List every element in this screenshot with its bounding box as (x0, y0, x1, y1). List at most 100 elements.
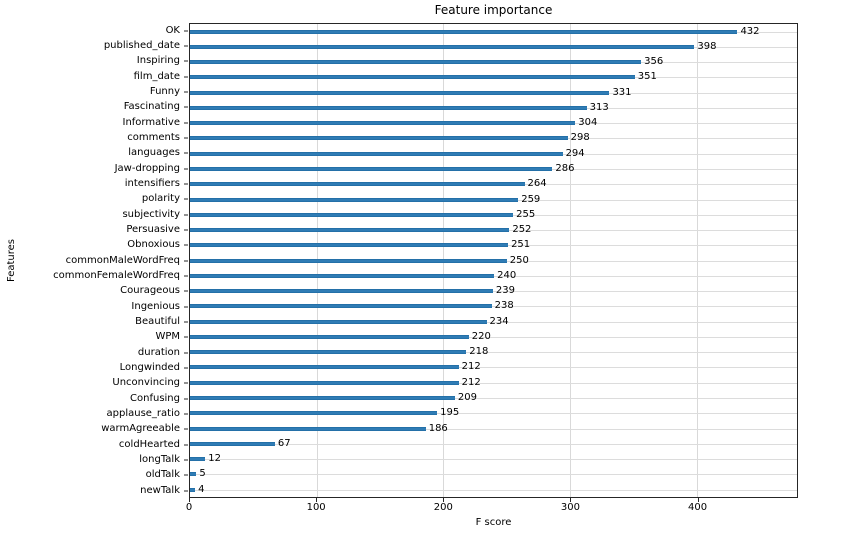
y-tick-mark (184, 244, 188, 246)
bar (190, 121, 576, 126)
y-tick-label: warmAgreeable (101, 423, 180, 435)
bar (190, 167, 553, 172)
bar-value-label: 251 (511, 239, 531, 251)
bar (190, 90, 610, 95)
y-label-row: Ingenious (0, 299, 189, 314)
bar (190, 151, 563, 156)
bar-row: 356 (190, 55, 797, 70)
bar-row: 398 (190, 39, 797, 54)
y-tick-mark (184, 198, 188, 200)
bar-value-label: 4 (198, 483, 205, 495)
y-tick-mark (184, 76, 188, 78)
y-tick-mark (184, 367, 188, 369)
y-tick-label: Ingenious (131, 300, 180, 312)
horizontal-gridline (190, 459, 797, 461)
bar-value-label: 351 (637, 71, 657, 83)
y-tick-mark (184, 490, 188, 491)
y-tick-label: newTalk (140, 484, 180, 496)
y-label-row: commonFemaleWordFreq (0, 268, 189, 283)
bar-row: 252 (190, 222, 797, 237)
y-tick-label: Fascinating (123, 101, 180, 113)
bar (190, 350, 467, 355)
bar-value-label: 12 (208, 453, 221, 465)
bar (190, 457, 206, 462)
chart-title: Feature importance (434, 3, 553, 17)
y-tick-mark (184, 91, 188, 93)
y-tick-mark (184, 137, 188, 139)
bar-value-label: 234 (489, 315, 509, 327)
bar-row: 264 (190, 177, 797, 192)
y-tick-mark (184, 382, 188, 384)
y-label-row: Longwinded (0, 360, 189, 375)
y-label-row: film_date (0, 69, 189, 84)
y-label-row: Informative (0, 115, 189, 130)
y-tick-label: polarity (141, 193, 180, 205)
bar (190, 182, 525, 187)
horizontal-gridline (190, 428, 797, 430)
x-tick-label: 0 (185, 502, 193, 513)
bar-row: 251 (190, 238, 797, 253)
y-tick-mark (184, 214, 188, 216)
bar-value-label: 298 (570, 132, 590, 144)
y-tick-mark (184, 352, 188, 354)
y-tick-mark (184, 122, 188, 124)
y-tick-label: commonMaleWordFreq (65, 254, 180, 266)
bar-row: 432 (190, 24, 797, 39)
y-tick-mark (184, 45, 188, 47)
bar (190, 75, 635, 80)
y-tick-label: Obnoxious (127, 239, 180, 251)
y-tick-label: Confusing (130, 392, 180, 404)
bar-value-label: 250 (509, 254, 529, 266)
y-tick-label: languages (128, 147, 180, 159)
bar-row: 212 (190, 375, 797, 390)
bar (190, 228, 510, 233)
x-tick-mark (189, 498, 190, 502)
y-tick-mark (184, 30, 188, 32)
y-tick-mark (184, 152, 188, 154)
bar-row: 209 (190, 390, 797, 405)
y-label-row: WPM (0, 330, 189, 345)
y-tick-mark (184, 260, 188, 262)
y-tick-mark (184, 321, 188, 323)
y-label-row: coldHearted (0, 437, 189, 452)
horizontal-gridline (190, 474, 797, 476)
y-tick-mark (184, 183, 188, 185)
y-label-row: Confusing (0, 391, 189, 406)
y-label-row: Inspiring (0, 54, 189, 69)
horizontal-gridline (190, 398, 797, 399)
x-tick-mark (697, 498, 699, 502)
bar-value-label: 264 (527, 178, 547, 190)
bar-value-label: 220 (471, 330, 491, 342)
bar-value-label: 294 (565, 147, 585, 159)
bar-value-label: 313 (589, 101, 609, 113)
y-tick-label: film_date (133, 70, 180, 82)
bar-row: 4 (190, 482, 797, 497)
y-tick-label: Persuasive (126, 223, 180, 235)
y-tick-label: comments (127, 131, 180, 143)
horizontal-gridline (190, 367, 797, 369)
x-axis-ticks: 0 100 200 300 400 (185, 498, 798, 520)
y-tick-label: subjectivity (122, 208, 180, 220)
y-tick-mark (184, 229, 188, 231)
bar-row: 195 (190, 406, 797, 421)
bar-value-label: 67 (277, 437, 291, 449)
x-tick-label: 200 (433, 502, 453, 513)
y-tick-label: published_date (103, 39, 180, 51)
bar-row: 286 (190, 161, 797, 176)
bar (190, 472, 197, 477)
bar-row: 186 (190, 421, 797, 436)
bar-row: 259 (190, 192, 797, 207)
y-label-row: Persuasive (0, 222, 189, 237)
bar-value-label: 286 (555, 163, 575, 175)
bar-row: 12 (190, 451, 797, 466)
y-label-row: Beautiful (0, 314, 189, 329)
vertical-gridline (696, 24, 698, 497)
horizontal-gridline (190, 321, 797, 323)
y-label-row: Courageous (0, 284, 189, 299)
bars-container: 432 398 356 351 331 313 304 298 294 286 264 259 255 2… (190, 24, 797, 497)
bar-row: 238 (190, 299, 797, 314)
bar-row: 5 (190, 467, 797, 482)
bar-row: 234 (190, 314, 797, 329)
y-tick-mark (184, 336, 188, 338)
